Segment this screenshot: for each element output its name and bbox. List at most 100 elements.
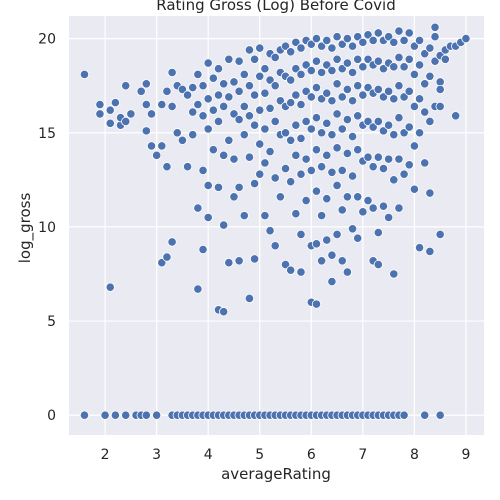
data-point (358, 62, 368, 72)
data-point (414, 60, 425, 70)
data-point (95, 99, 105, 110)
data-point (394, 26, 404, 36)
data-point (353, 54, 363, 64)
data-point (208, 105, 218, 115)
data-point (337, 205, 347, 215)
data-point (198, 244, 208, 255)
data-point (260, 88, 270, 98)
data-point (461, 33, 471, 44)
data-point (327, 96, 337, 106)
data-point (317, 41, 327, 51)
data-point (373, 152, 383, 162)
x-tick-label: 7 (358, 447, 367, 463)
data-point (337, 256, 347, 266)
y-axis-title: log_gross (16, 193, 35, 264)
data-point (384, 120, 394, 130)
data-point (234, 56, 244, 66)
x-axis-title: averageRating (221, 465, 331, 483)
data-point (167, 67, 177, 78)
data-point (389, 62, 399, 72)
data-point (306, 165, 316, 176)
data-point (286, 98, 296, 108)
data-point (394, 203, 404, 213)
data-point (193, 99, 203, 110)
data-point (353, 81, 363, 91)
data-point (363, 152, 373, 162)
data-point (317, 128, 327, 138)
data-point (368, 203, 378, 213)
data-point (435, 84, 445, 95)
data-point (198, 111, 208, 121)
data-point (249, 54, 260, 64)
data-point (404, 122, 414, 132)
y-tick-label: 0 (47, 408, 56, 424)
data-point (425, 116, 435, 127)
data-point (249, 90, 260, 100)
data-point (275, 192, 285, 202)
data-point (306, 66, 316, 76)
data-point (311, 186, 322, 196)
data-point (311, 299, 322, 309)
data-point (213, 90, 224, 100)
data-point (213, 64, 224, 74)
data-point (430, 32, 440, 42)
data-point (337, 64, 347, 74)
y-tick-label: 5 (47, 314, 56, 330)
data-point (301, 60, 311, 70)
data-point (265, 75, 275, 85)
data-point (384, 212, 394, 223)
data-point (146, 141, 157, 151)
data-point (229, 154, 239, 164)
data-point (229, 109, 239, 119)
data-point (394, 52, 404, 63)
x-tick-label: 6 (307, 447, 316, 463)
data-point (373, 56, 383, 66)
data-point (224, 135, 234, 145)
data-point (342, 192, 352, 202)
data-point (270, 81, 280, 91)
data-point (255, 169, 265, 179)
data-point (280, 41, 291, 51)
data-point (291, 90, 301, 100)
data-point (301, 116, 311, 127)
data-point (208, 73, 218, 83)
data-point (409, 141, 420, 151)
data-point (353, 192, 363, 202)
data-point (311, 145, 322, 155)
data-point (389, 94, 399, 104)
y-tick-label: 15 (38, 126, 56, 142)
data-point (234, 256, 244, 266)
data-point (79, 410, 90, 420)
data-point (121, 410, 131, 420)
data-point (121, 81, 131, 91)
data-point (100, 410, 110, 420)
data-point (265, 226, 275, 236)
data-point (280, 259, 291, 270)
data-point (430, 22, 440, 32)
data-point (332, 54, 342, 64)
data-point (188, 82, 198, 93)
data-point (152, 150, 162, 160)
data-point (105, 282, 115, 292)
data-point (193, 69, 203, 79)
data-point (141, 99, 151, 110)
data-point (384, 32, 394, 42)
data-point (296, 267, 306, 277)
data-point (384, 86, 394, 96)
data-point (322, 150, 332, 160)
data-point (296, 43, 306, 53)
data-point (110, 410, 120, 420)
data-point (337, 124, 347, 134)
data-point (363, 195, 373, 206)
data-point (317, 162, 327, 172)
data-point (213, 182, 224, 192)
data-point (306, 92, 316, 102)
data-point (322, 88, 332, 98)
x-tick-label: 2 (101, 447, 110, 463)
data-point (255, 43, 265, 53)
data-point (347, 131, 358, 142)
data-point (291, 150, 301, 160)
data-point (358, 207, 368, 217)
data-point (265, 146, 275, 157)
data-point (347, 224, 358, 234)
